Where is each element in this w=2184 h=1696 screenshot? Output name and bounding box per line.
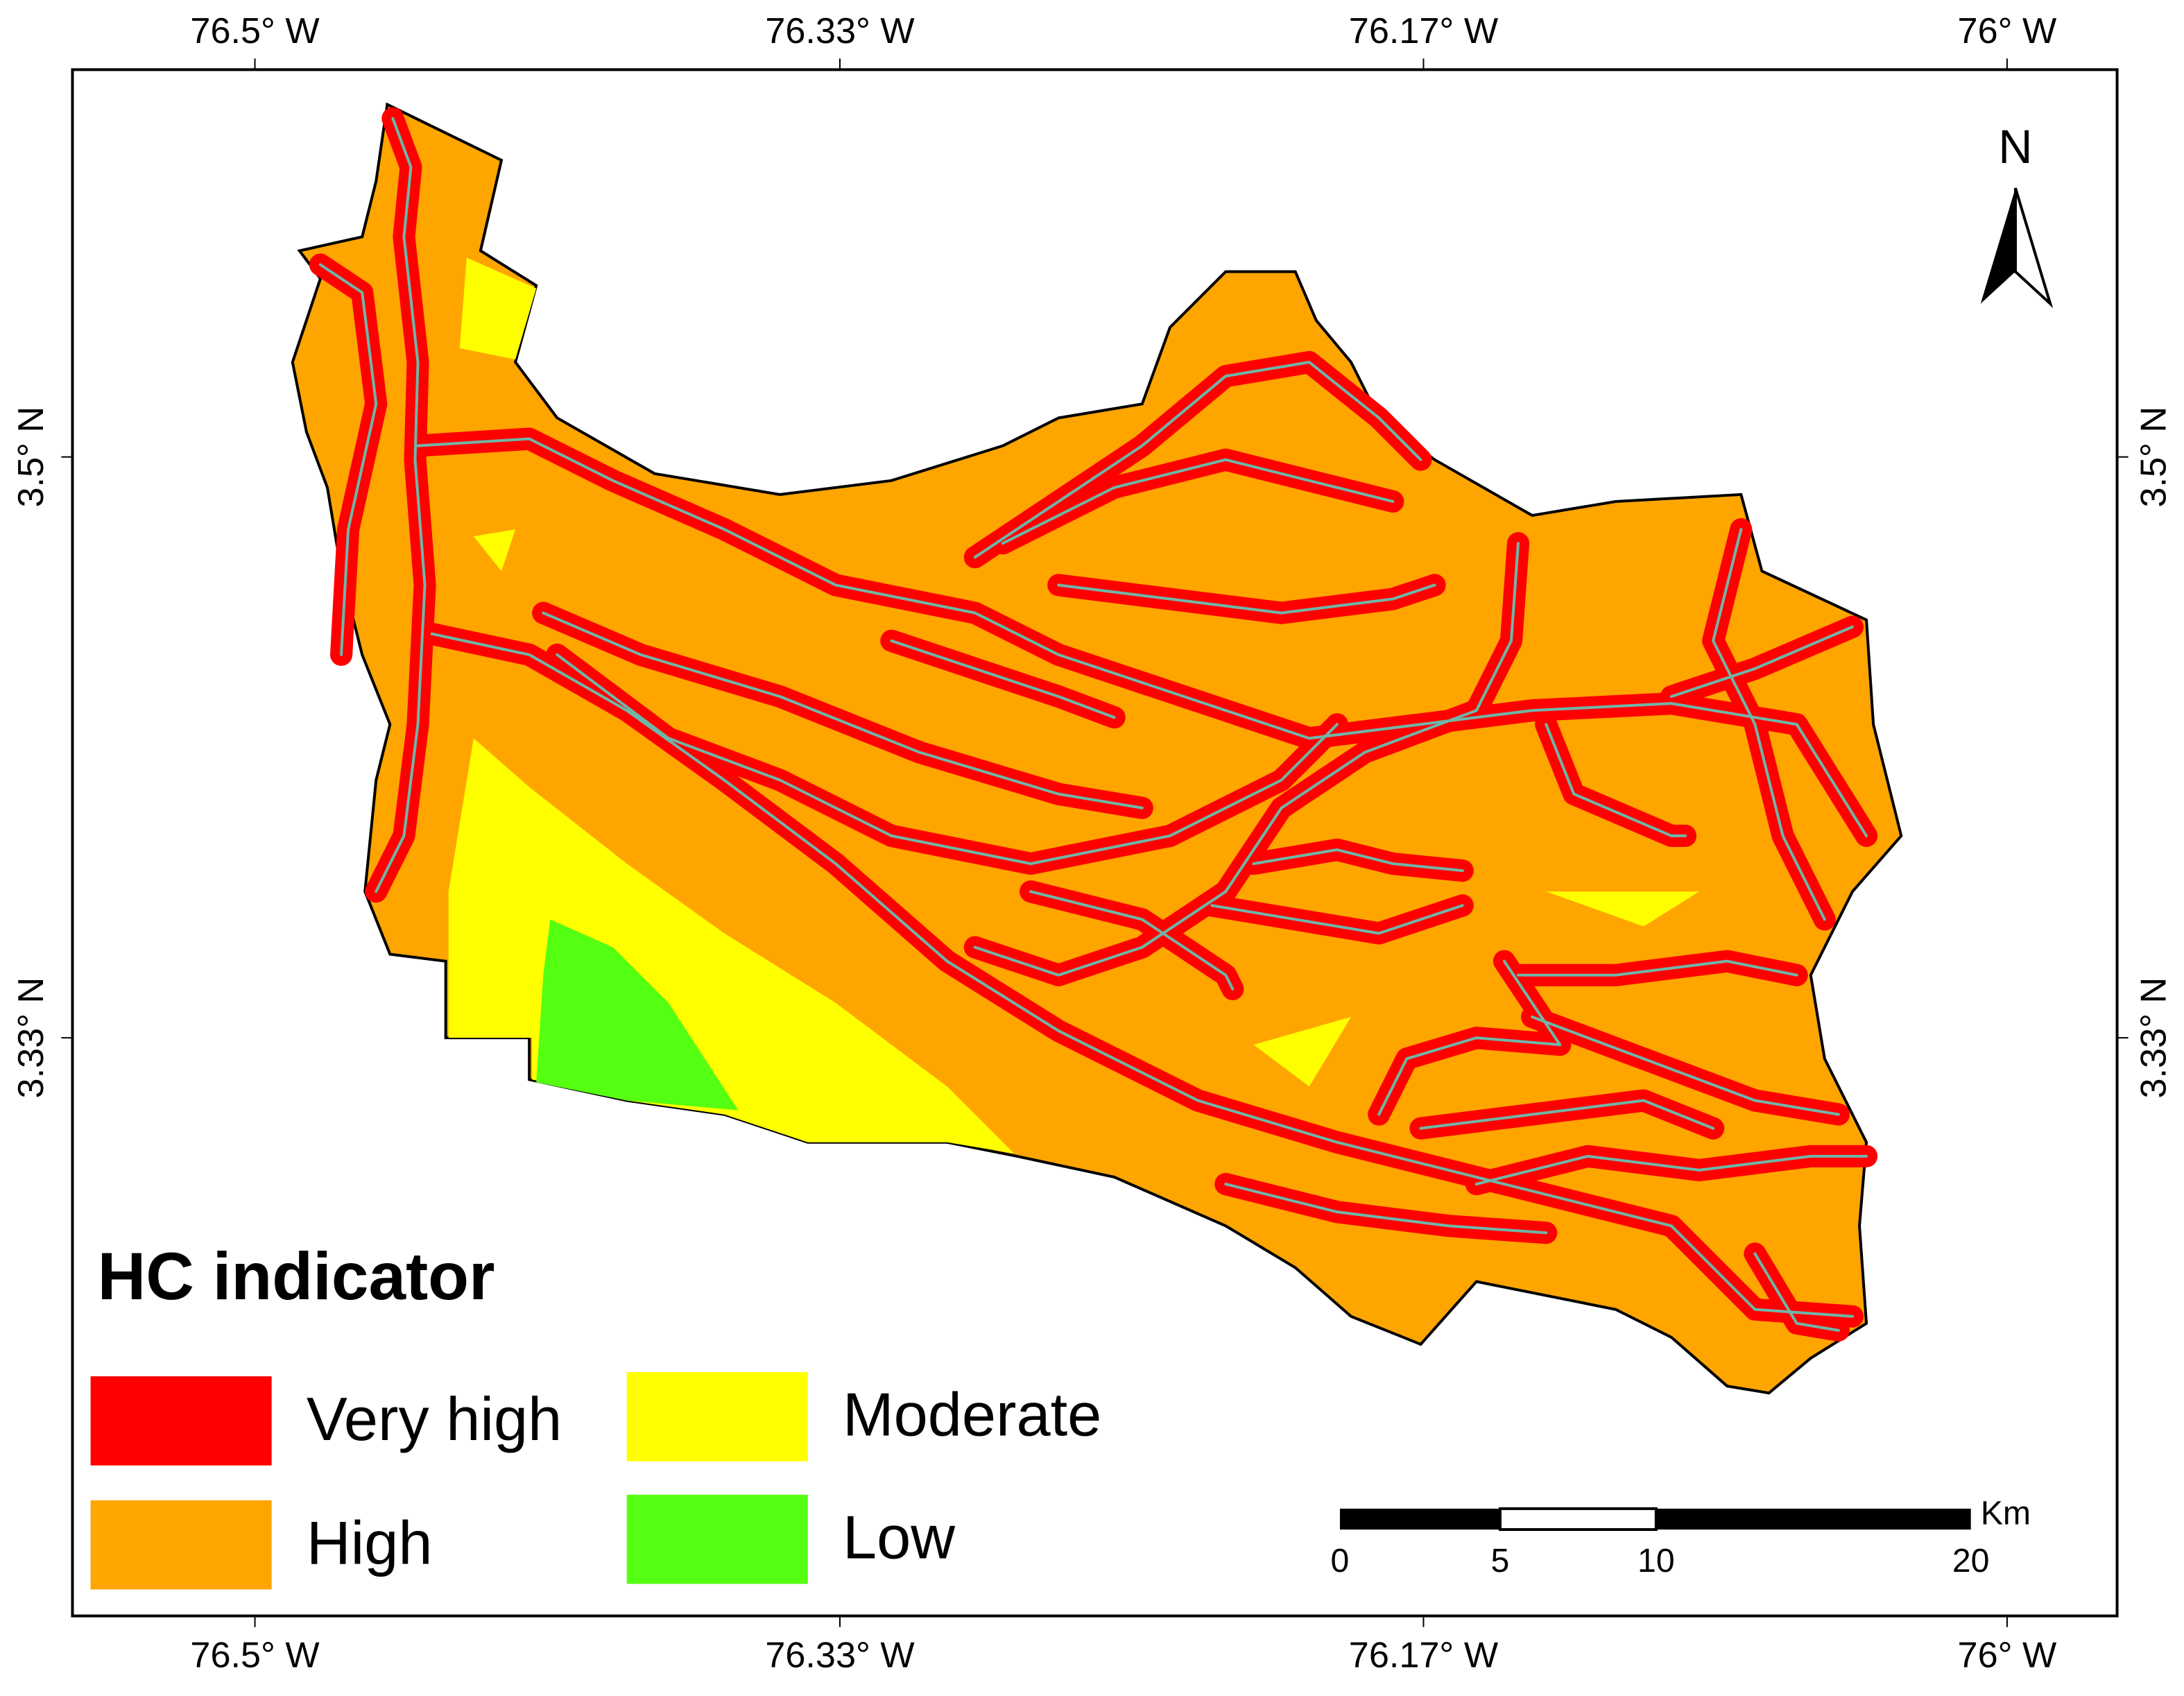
latitude-label: 3.5° N	[11, 406, 51, 508]
legend-title: HC indicator	[98, 1240, 495, 1314]
region	[291, 102, 1903, 1395]
moderate-zone	[459, 257, 537, 360]
scale-label: 0	[1331, 1542, 1350, 1579]
longitude-label: 76.33° W	[765, 11, 915, 51]
longitude-label: 76.5° W	[190, 11, 320, 51]
scale-label: 10	[1637, 1542, 1675, 1579]
legend-label: Very high	[307, 1385, 562, 1453]
longitude-label: 76° W	[1958, 11, 2057, 51]
legend-swatch	[90, 1376, 272, 1466]
legend-label: High	[307, 1508, 433, 1577]
low-zone	[536, 919, 739, 1111]
longitude-label: 76.33° W	[765, 1636, 915, 1676]
longitude-label: 76.17° W	[1349, 11, 1499, 51]
legend-swatch	[90, 1500, 272, 1590]
legend-label: Moderate	[843, 1380, 1101, 1449]
legend-swatch	[626, 1494, 808, 1584]
longitude-label: 76.5° W	[190, 1636, 320, 1676]
latitude-label: 3.33° N	[2134, 977, 2174, 1099]
legend-swatch	[626, 1372, 808, 1462]
latitude-label: 3.5° N	[2134, 406, 2174, 508]
longitude-label: 76.17° W	[1349, 1636, 1499, 1676]
moderate-zone	[1546, 891, 1700, 927]
scale-label: 20	[1952, 1542, 1990, 1579]
moderate-zone	[1253, 1017, 1352, 1087]
scale-bar: Km	[1339, 1495, 2031, 1532]
north-arrow: N	[1980, 121, 2054, 309]
longitude-label: 76° W	[1958, 1636, 2057, 1676]
legend-label: Low	[843, 1502, 956, 1571]
scale-label: 5	[1491, 1542, 1510, 1579]
moderate-zone	[473, 529, 516, 572]
scale-unit: Km	[1981, 1495, 2031, 1532]
north-label: N	[1998, 121, 2032, 173]
latitude-label: 3.33° N	[11, 977, 51, 1099]
